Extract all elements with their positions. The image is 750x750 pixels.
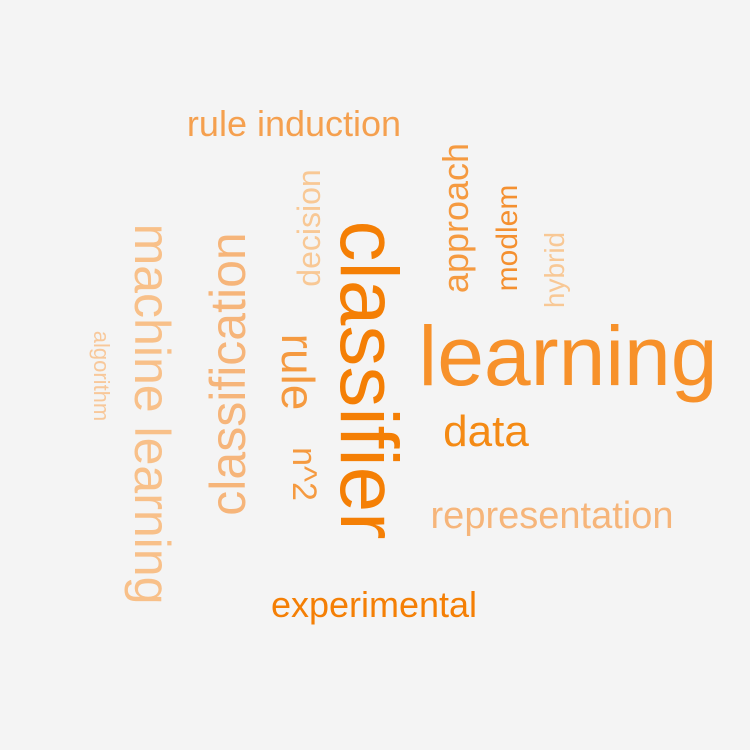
word-classifier: classifier [323,220,414,540]
word-classification: classification [200,232,256,516]
word-learning: learning [418,309,718,403]
word-experimental: experimental [270,584,478,625]
word-rule-induction: rule induction [186,103,402,144]
word-representation: representation [430,495,674,537]
word-approach: approach [435,142,476,294]
word-modlem: modlem [491,184,524,292]
word-data: data [443,407,529,456]
word-machine-learning: machine learning [124,223,180,605]
word-decision: decision [291,169,327,287]
word-rule: rule [272,333,324,411]
word-algorithm: algorithm [89,330,114,422]
word-n2: n^2 [285,447,323,501]
word-hybrid: hybrid [539,231,570,309]
